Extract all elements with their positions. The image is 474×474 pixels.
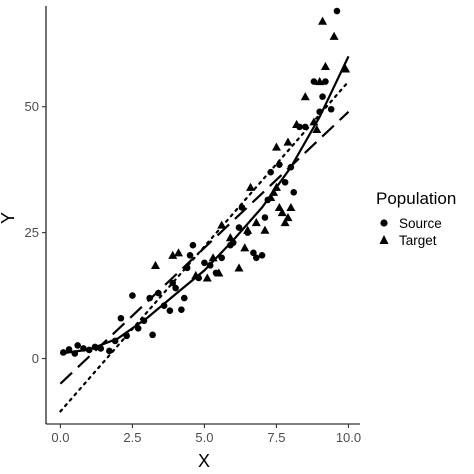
- source-point: [310, 78, 318, 85]
- fit-line-solid: [60, 55, 350, 355]
- target-point: [251, 218, 261, 227]
- x-axis-title: X: [198, 451, 210, 471]
- source-point: [261, 214, 269, 221]
- source-point: [235, 224, 243, 231]
- source-point: [327, 105, 335, 113]
- y-axis-ticks: 0 25 50: [25, 99, 46, 366]
- target-point: [320, 61, 330, 71]
- x-tick-label: 10.0: [336, 430, 361, 445]
- source-point: [178, 306, 185, 313]
- x-axis-ticks: 0.0 2.5 5.0 7.5 10.0: [51, 424, 361, 445]
- target-point: [246, 182, 256, 191]
- y-tick-label: 0: [32, 351, 39, 366]
- source-point: [172, 284, 179, 292]
- target-point: [283, 213, 293, 222]
- x-tick-label: 5.0: [195, 430, 213, 445]
- target-point: [214, 268, 224, 277]
- target-point: [240, 243, 250, 252]
- target-point: [274, 202, 284, 212]
- plot-area: [59, 7, 351, 413]
- legend-target-marker: [379, 235, 389, 244]
- source-point: [281, 178, 289, 186]
- target-point: [286, 202, 296, 212]
- source-point: [201, 259, 208, 267]
- legend-target-label: Target: [399, 233, 437, 248]
- target-point: [315, 77, 325, 86]
- fit-line-dotted: [59, 80, 350, 413]
- target-point: [280, 218, 290, 227]
- legend-source-marker: [380, 219, 388, 227]
- source-point: [290, 189, 298, 196]
- source-point: [149, 331, 156, 339]
- source-point: [250, 249, 257, 257]
- source-point: [258, 251, 266, 259]
- target-point: [168, 250, 178, 259]
- target-point: [260, 225, 270, 234]
- target-point: [243, 225, 253, 234]
- source-point: [276, 161, 283, 168]
- y-axis-title: Y: [0, 212, 18, 224]
- target-point: [271, 142, 281, 151]
- legend-source-label: Source: [399, 216, 442, 231]
- source-point: [186, 251, 194, 259]
- source-point: [180, 294, 188, 302]
- target-point: [277, 207, 287, 217]
- source-point: [117, 314, 125, 322]
- source-point: [189, 241, 197, 249]
- legend: Population Source Target: [376, 189, 456, 248]
- target-point: [202, 273, 212, 282]
- target-point: [283, 137, 293, 146]
- target-point: [329, 31, 339, 40]
- source-point: [322, 78, 329, 85]
- x-tick-label: 7.5: [267, 430, 285, 445]
- source-point: [218, 254, 226, 262]
- target-point: [217, 220, 227, 229]
- source-point: [252, 254, 260, 262]
- target-point: [150, 260, 160, 269]
- target-point: [234, 263, 244, 272]
- target-point: [312, 124, 322, 133]
- target-point: [341, 64, 351, 73]
- source-point: [319, 93, 326, 100]
- source-point: [129, 292, 136, 299]
- target-point: [300, 92, 310, 101]
- source-point: [74, 342, 81, 349]
- y-tick-label: 25: [25, 225, 39, 240]
- legend-title: Population: [376, 189, 456, 208]
- source-point: [166, 307, 174, 314]
- x-tick-label: 2.5: [123, 430, 141, 445]
- source-point: [333, 7, 341, 15]
- target-point: [292, 119, 302, 128]
- x-tick-label: 0.0: [51, 430, 69, 445]
- y-tick-label: 50: [25, 99, 39, 114]
- target-point: [174, 248, 184, 257]
- source-point: [106, 347, 113, 355]
- target-point: [318, 16, 328, 25]
